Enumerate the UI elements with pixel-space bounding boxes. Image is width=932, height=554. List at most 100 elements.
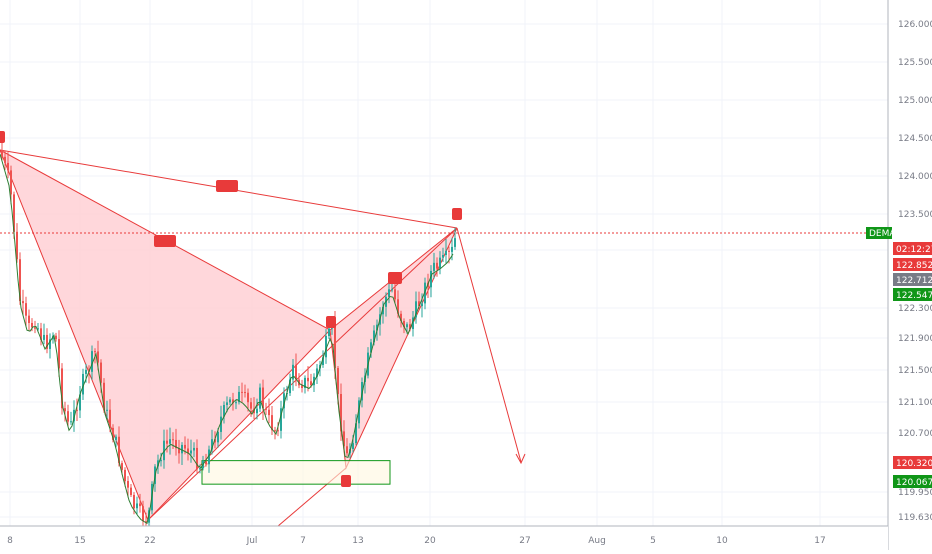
time-axis-background	[0, 526, 888, 550]
candle-body	[121, 463, 123, 470]
candle-body	[172, 439, 174, 441]
candle-body	[346, 446, 348, 454]
candle-body	[328, 328, 330, 337]
candle-body	[370, 342, 372, 353]
price-label-tag	[893, 242, 932, 255]
time-tick-label: 5	[650, 536, 656, 546]
price-label-tag	[893, 288, 932, 301]
candle-body	[238, 391, 240, 403]
candle-body	[388, 289, 390, 297]
candle-body	[406, 324, 408, 328]
candle-body	[412, 317, 414, 330]
candle-body	[373, 330, 375, 343]
candle-body	[418, 301, 420, 307]
price-label-text: 02:12:27	[896, 245, 932, 255]
candle-body	[22, 301, 24, 304]
candle-body	[175, 439, 177, 449]
price-tick-label: 125.000	[898, 96, 932, 106]
candle-body	[166, 440, 168, 444]
candle-body	[109, 409, 111, 428]
candle-body	[157, 460, 159, 467]
candle-body	[28, 315, 30, 323]
price-tick-label: 119.950	[898, 488, 932, 498]
candle-body	[187, 448, 189, 454]
price-label-tag	[893, 456, 932, 469]
candle-body	[277, 430, 279, 432]
candle-body	[76, 409, 78, 411]
candle-body	[214, 439, 216, 443]
candle-body	[436, 262, 438, 269]
candle-body	[229, 399, 231, 403]
price-axis: 126.000 125.500 125.000 124.500 124.000 123.5…	[866, 0, 932, 550]
candle-body	[241, 391, 243, 393]
candle-body	[1, 150, 3, 157]
price-tick-label: 123.500	[898, 210, 932, 220]
candle-body	[208, 449, 210, 465]
candle-body	[403, 320, 405, 328]
candle-body	[142, 506, 144, 522]
candle-body	[94, 351, 96, 353]
candle-body	[205, 460, 207, 465]
candle-body	[445, 250, 447, 256]
candle-body	[265, 408, 267, 410]
candle-body	[37, 328, 39, 330]
candle-body	[85, 369, 87, 374]
candle-body	[235, 402, 237, 404]
candle-body	[112, 427, 114, 440]
candle-body	[244, 392, 246, 394]
candle-body	[211, 439, 213, 450]
candle-body	[259, 387, 261, 409]
time-tick-label: 20	[424, 536, 436, 546]
candle-body	[268, 409, 270, 416]
candle-body	[193, 447, 195, 451]
candle-body	[58, 339, 60, 369]
candle-body	[130, 487, 132, 495]
time-tick-label: 10	[716, 536, 728, 546]
candle-body	[448, 250, 450, 252]
candle-body	[31, 322, 33, 328]
candle-body	[169, 439, 171, 444]
candle-body	[424, 282, 426, 304]
candle-body	[289, 379, 291, 394]
candle-body	[421, 303, 423, 307]
support-zone	[201, 460, 391, 485]
candle-body	[397, 299, 399, 314]
price-label-text: 122.712	[896, 276, 932, 286]
candle-body	[184, 444, 186, 449]
price-label-text: 120.320	[896, 459, 932, 469]
candle-body	[337, 368, 339, 395]
candle-body	[433, 262, 435, 271]
price-label-tag	[866, 227, 892, 239]
candle-body	[310, 381, 312, 386]
price-label-text: DEMA	[869, 229, 896, 239]
candle-body	[43, 334, 45, 340]
pattern-point-x-marker	[0, 131, 5, 143]
price-tick-label: 121.500	[898, 366, 932, 376]
candle-body	[223, 405, 225, 417]
candle-body	[442, 255, 444, 258]
price-tick-label: 126.000	[898, 20, 932, 30]
price-tick-label: 121.900	[898, 334, 932, 344]
candle-body	[217, 431, 219, 443]
price-tick-label: 121.100	[898, 398, 932, 408]
candle-body	[232, 399, 234, 404]
candle-body	[382, 306, 384, 315]
candle-body	[451, 246, 453, 252]
candle-body	[340, 394, 342, 432]
candle-body	[163, 440, 165, 461]
candle-body	[13, 194, 15, 232]
candle-body	[73, 409, 75, 422]
harmonic-pattern	[0, 149, 888, 551]
price-tick-label: 124.000	[898, 172, 932, 182]
candle-body	[118, 436, 120, 464]
price-tick-label: 125.500	[898, 58, 932, 68]
candle-body	[301, 385, 303, 388]
price-tick-label: 124.500	[898, 134, 932, 144]
candle-body	[79, 394, 81, 411]
time-tick-label: 7	[300, 536, 306, 546]
candle-body	[199, 468, 201, 470]
candle-body	[415, 301, 417, 318]
dema-line	[0, 153, 454, 525]
